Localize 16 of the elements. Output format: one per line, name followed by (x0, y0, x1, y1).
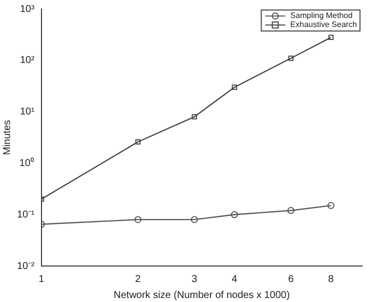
x-tick-label: 1 (38, 274, 45, 285)
x-tick-label: 2 (135, 274, 142, 285)
y-tick-label: 10⁻² (17, 260, 36, 272)
x-tick-label: 3 (192, 274, 198, 285)
x-axis-title: Network size (Number of nodes x 1000) (114, 290, 290, 301)
y-tick-label: 10¹ (20, 106, 36, 118)
y-tick-label: 10⁰ (19, 156, 34, 169)
y-tick-label: 10³ (20, 4, 36, 15)
x-tick-label: 8 (328, 274, 334, 285)
y-axis-title: Minutes (2, 120, 13, 156)
y-tick-label: 10² (20, 55, 36, 66)
y-tick-label: 10⁻¹ (17, 209, 36, 220)
x-tick-label: 4 (232, 274, 238, 285)
legend-label: Sampling Method (290, 11, 353, 20)
x-tick-label: 6 (288, 274, 294, 285)
legend-label: Exhaustive Search (290, 20, 357, 30)
